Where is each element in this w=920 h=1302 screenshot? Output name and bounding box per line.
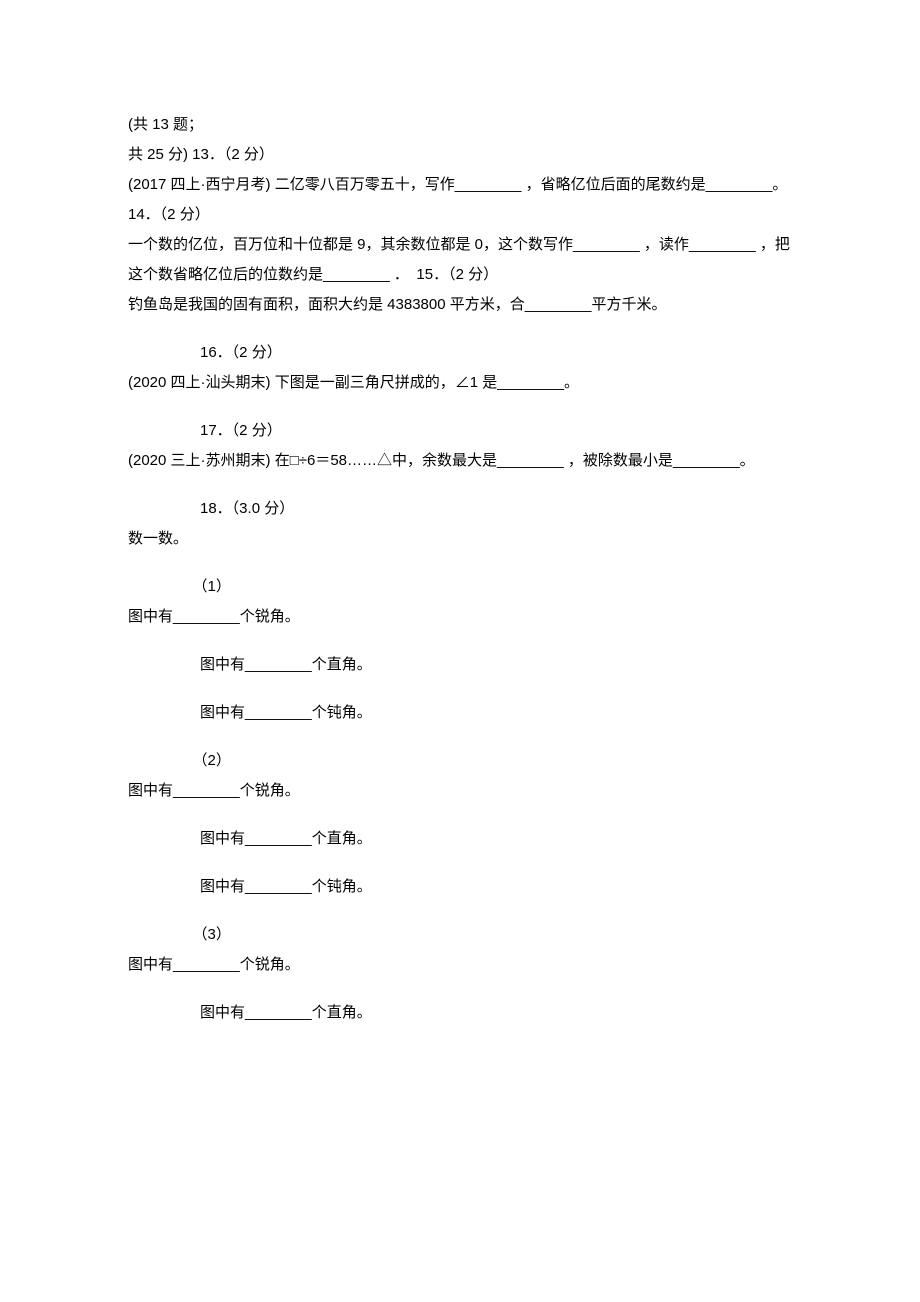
line-12: （1） <box>128 572 792 602</box>
line-19: 图中有________个钝角。 <box>128 872 792 902</box>
line-10: 18．（3.0 分） <box>128 494 792 524</box>
line-17: 图中有________个锐角。 <box>128 776 792 806</box>
line-13: 图中有________个锐角。 <box>128 602 792 632</box>
spacer <box>128 680 792 698</box>
line-5: 钓鱼岛是我国的固有面积，面积大约是 4383800 平方米，合________平… <box>128 290 792 320</box>
spacer <box>128 554 792 572</box>
line-16: （2） <box>128 746 792 776</box>
line-22: 图中有________个直角。 <box>128 998 792 1028</box>
line-18: 图中有________个直角。 <box>128 824 792 854</box>
line-8: 17．（2 分） <box>128 416 792 446</box>
spacer <box>128 476 792 494</box>
document-page: (共 13 题； 共 25 分) 13．（2 分） (2017 四上·西宁月考)… <box>0 0 920 1302</box>
line-3: (2017 四上·西宁月考) 二亿零八百万零五十，写作________ ，省略亿… <box>128 170 792 230</box>
line-14: 图中有________个直角。 <box>128 650 792 680</box>
line-15: 图中有________个钝角。 <box>128 698 792 728</box>
line-1: (共 13 题； <box>128 110 792 140</box>
spacer <box>128 320 792 338</box>
spacer <box>128 980 792 998</box>
line-2: 共 25 分) 13．（2 分） <box>128 140 792 170</box>
spacer <box>128 632 792 650</box>
line-20: （3） <box>128 920 792 950</box>
line-11: 数一数。 <box>128 524 792 554</box>
line-7: (2020 四上·汕头期末) 下图是一副三角尺拼成的，∠1 是________。 <box>128 368 792 398</box>
spacer <box>128 806 792 824</box>
line-6: 16．（2 分） <box>128 338 792 368</box>
line-21: 图中有________个锐角。 <box>128 950 792 980</box>
spacer <box>128 902 792 920</box>
spacer <box>128 728 792 746</box>
line-9: (2020 三上·苏州期末) 在□÷6＝58……△中，余数最大是________… <box>128 446 792 476</box>
spacer <box>128 398 792 416</box>
spacer <box>128 854 792 872</box>
line-4: 一个数的亿位，百万位和十位都是 9，其余数位都是 0，这个数写作________… <box>128 230 792 290</box>
